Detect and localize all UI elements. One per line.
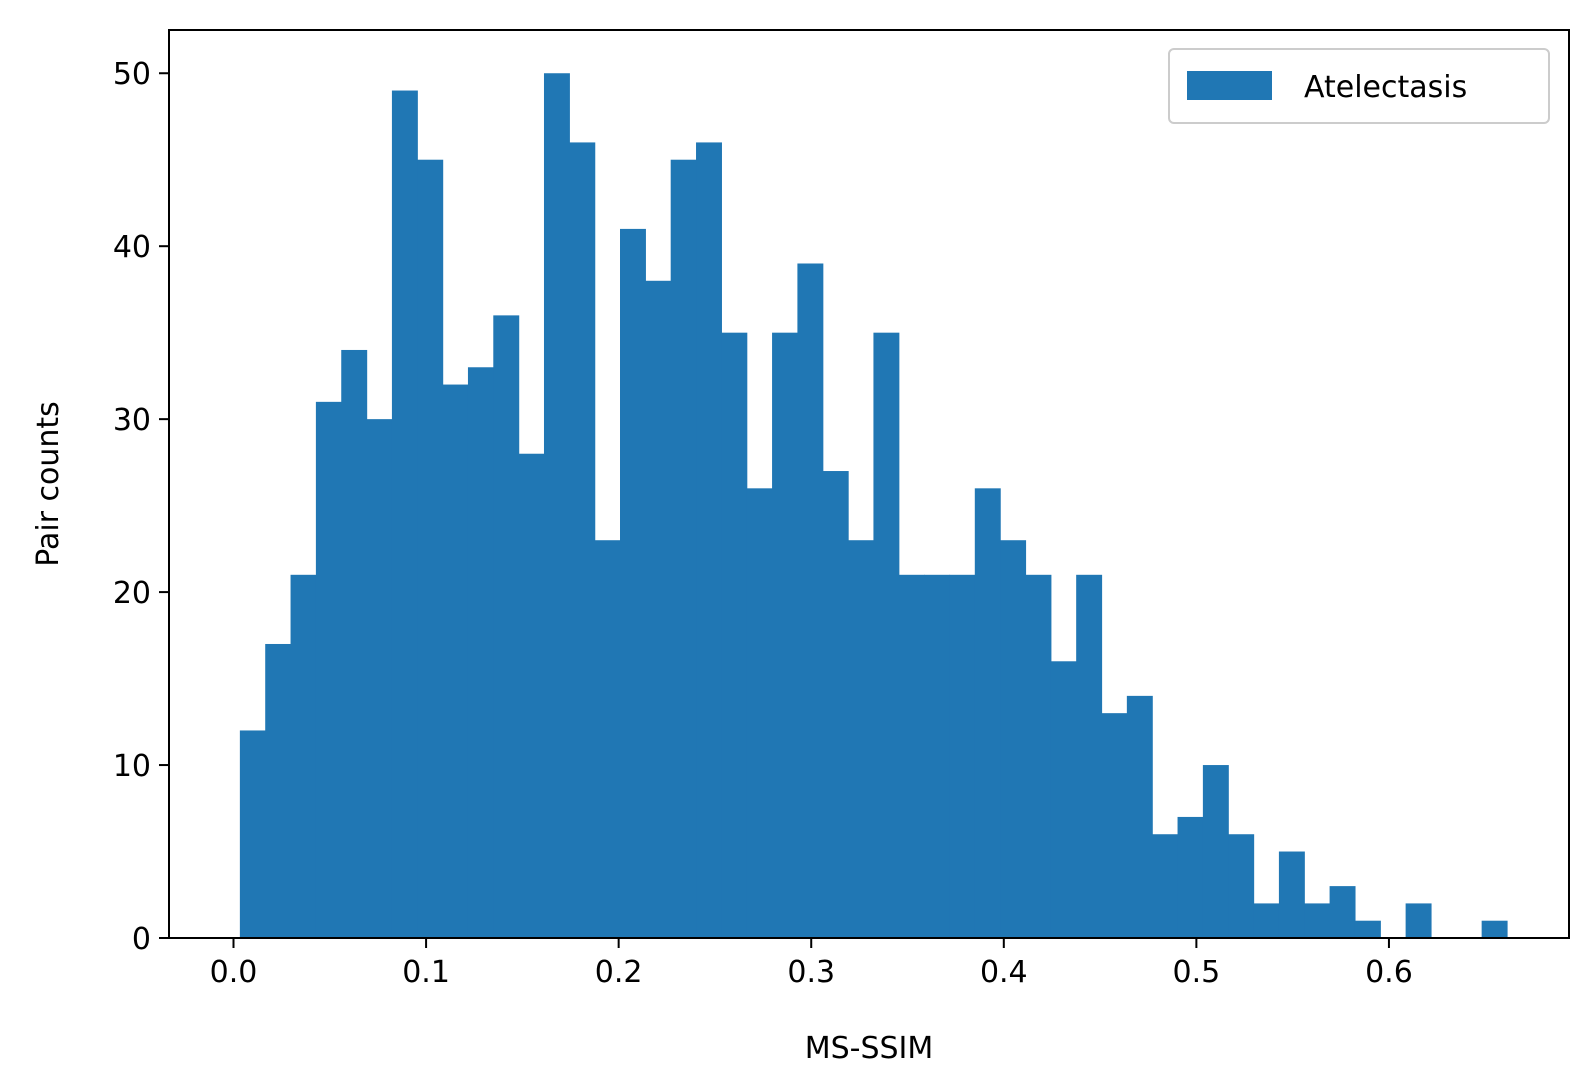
histogram-bar — [265, 643, 292, 938]
histogram-bar — [848, 540, 875, 938]
histogram-bar — [594, 540, 621, 938]
histogram-bar — [1304, 903, 1331, 938]
histogram-bar — [442, 384, 469, 938]
histogram-bar — [670, 159, 697, 938]
legend: Atelectasis — [1168, 48, 1550, 124]
y-tick-label: 50 — [113, 57, 151, 92]
x-tick-label: 0.0 — [210, 955, 258, 990]
histogram-bar — [1329, 886, 1356, 938]
histogram-bar — [1354, 920, 1381, 938]
x-tick-label: 0.6 — [1365, 955, 1413, 990]
histogram-bar — [518, 453, 545, 938]
x-tick-label: 0.2 — [595, 955, 643, 990]
histogram-bar — [1025, 574, 1052, 938]
histogram-bar — [1152, 834, 1179, 938]
histogram-bar — [974, 488, 1001, 938]
histogram-bar — [1278, 851, 1305, 938]
histogram-bar — [239, 730, 266, 938]
y-tick-label: 10 — [113, 749, 151, 784]
legend-frame — [1168, 48, 1550, 124]
y-axis-label: Pair counts — [31, 401, 66, 567]
histogram-bar — [645, 280, 672, 938]
plot-frame — [168, 29, 1570, 939]
y-tick-label: 0 — [132, 922, 151, 957]
histogram-bar — [721, 332, 748, 938]
histogram-bar — [746, 488, 773, 938]
histogram-bar — [797, 263, 824, 938]
histogram-bar — [493, 315, 520, 938]
y-tick-label: 30 — [113, 403, 151, 438]
histogram-bar — [873, 332, 900, 938]
histogram-bars — [239, 73, 1508, 939]
histogram-bar — [822, 471, 849, 938]
histogram-bar — [1177, 816, 1204, 938]
y-tick-label: 20 — [113, 576, 151, 611]
histogram-bar — [1481, 920, 1508, 938]
histogram-bar — [924, 574, 951, 938]
histogram-bar — [569, 142, 596, 939]
histogram-bar — [1101, 713, 1128, 938]
x-tick-label: 0.1 — [402, 955, 450, 990]
histogram-bar — [290, 574, 317, 938]
legend-swatch — [1187, 71, 1272, 100]
histogram-bar — [1405, 903, 1432, 938]
histogram-bar — [543, 73, 570, 939]
histogram-bar — [391, 90, 418, 938]
histogram-bar — [1050, 661, 1077, 938]
y-tick-label: 40 — [113, 230, 151, 265]
histogram-bar — [620, 228, 646, 938]
histogram-bar — [949, 574, 976, 938]
x-axis: 0.0 0.1 0.2 0.3 0.4 0.5 0.6 — [210, 938, 1413, 990]
x-tick-label: 0.4 — [980, 955, 1028, 990]
histogram-bar — [1253, 903, 1280, 938]
x-axis-label: MS-SSIM — [805, 1031, 934, 1066]
histogram-bar — [1076, 574, 1103, 938]
histogram-bar — [1202, 765, 1229, 938]
histogram-bar — [772, 332, 798, 938]
histogram-bar — [341, 349, 368, 939]
histogram-bar — [417, 159, 444, 938]
x-tick-label: 0.5 — [1173, 955, 1221, 990]
histogram-bar — [696, 142, 722, 939]
x-tick-label: 0.3 — [787, 955, 835, 990]
histogram-bar — [315, 401, 342, 939]
histogram-bar — [1228, 834, 1255, 938]
y-axis: 0 10 20 30 40 50 — [113, 57, 169, 957]
histogram-bar — [1126, 695, 1153, 938]
histogram-bar — [1000, 540, 1027, 938]
histogram-bar — [898, 574, 925, 938]
legend-label-atelectasis: Atelectasis — [1304, 70, 1467, 105]
histogram-bar — [366, 419, 393, 938]
histogram-bar — [467, 367, 494, 938]
